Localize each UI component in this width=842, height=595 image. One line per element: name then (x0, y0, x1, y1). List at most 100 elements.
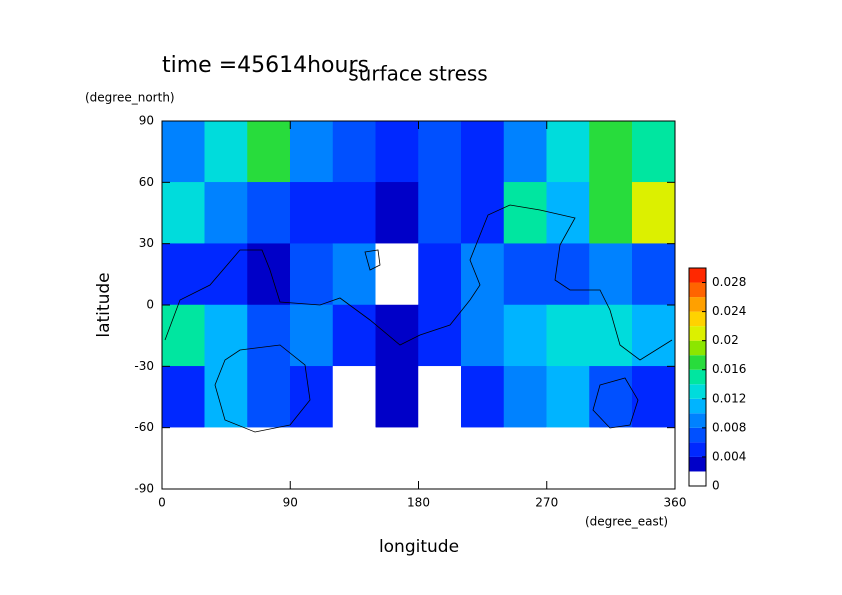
field-cell (161, 427, 205, 490)
field-cell (204, 366, 248, 428)
field-cell (332, 304, 376, 367)
colorbar-segment (689, 413, 706, 428)
field-cell (161, 182, 205, 244)
field-cell (247, 304, 291, 367)
colorbar-segment (689, 369, 706, 385)
field (161, 120, 676, 490)
coastline (164, 204, 673, 361)
colorbar-segment (689, 442, 706, 457)
chart-subtitle: time =45614hours (162, 53, 369, 78)
field-cell (332, 243, 376, 306)
field-cell (589, 427, 633, 490)
field-cell (503, 366, 547, 428)
field-cell (161, 366, 205, 428)
colorbar-segment (689, 340, 706, 356)
field-cell (375, 427, 419, 490)
x-tick-label: 90 (283, 496, 298, 510)
colorbar-segment (689, 456, 706, 472)
field-cell (375, 366, 419, 428)
y-axis-label: latitude (94, 272, 114, 337)
x-tick-label: 270 (535, 496, 558, 510)
field-cell (589, 243, 633, 306)
field-cell (546, 366, 590, 428)
field-cell (461, 366, 505, 428)
colorbar-segment (689, 355, 706, 370)
colorbar-tick-label: 0.012 (712, 391, 746, 405)
colorbar-segment (689, 297, 706, 312)
field-cell (290, 120, 334, 183)
field-cell (418, 120, 462, 183)
chart-title: surface stress (348, 62, 487, 86)
field-cell (632, 182, 676, 244)
field-cell (332, 366, 376, 428)
field-cell (204, 182, 248, 244)
field-cell (332, 120, 376, 183)
field-cell (332, 182, 376, 244)
field-cell (418, 427, 462, 490)
field-cell (461, 243, 505, 306)
x-tick-label: 180 (407, 496, 430, 510)
field-cell (247, 120, 291, 183)
field-cell (546, 243, 590, 306)
field-cell (503, 304, 547, 367)
field-cell (290, 366, 334, 428)
coastline (364, 249, 381, 271)
field-cell (546, 120, 590, 183)
field-cell (503, 182, 547, 244)
colorbar-segment (689, 427, 706, 443)
field-cell (546, 304, 590, 367)
x-tick-label: 360 (664, 496, 687, 510)
y-tick-label: 30 (139, 236, 154, 250)
field-cell (204, 427, 248, 490)
coastline (214, 344, 311, 433)
field-cell (161, 304, 205, 367)
field-cell (375, 304, 419, 367)
field-cell (461, 182, 505, 244)
field-cell (589, 304, 633, 367)
colorbar-tick-label: 0.008 (712, 420, 746, 434)
colorbar-segment (689, 282, 706, 298)
field-cell (503, 243, 547, 306)
x-tick-label: 0 (158, 496, 166, 510)
field-cell (632, 243, 676, 306)
colorbar-segment (689, 398, 706, 414)
field-cell (589, 120, 633, 183)
colorbar-tick-label: 0.028 (712, 275, 746, 289)
field-cell (632, 120, 676, 183)
field-cell (461, 304, 505, 367)
field-cell (418, 182, 462, 244)
colorbar-frame (688, 267, 707, 487)
field-cell (461, 427, 505, 490)
field-cell (546, 427, 590, 490)
field-cell (418, 243, 462, 306)
field-cell (332, 427, 376, 490)
y-tick-label: 60 (139, 175, 154, 189)
field-cell (290, 427, 334, 490)
field-cell (418, 366, 462, 428)
colorbar-tick-label: 0.016 (712, 362, 746, 376)
x-axis-label: longitude (379, 537, 459, 557)
y-tick-label: -30 (134, 359, 154, 373)
field-cell (247, 182, 291, 244)
field-cell (632, 427, 676, 490)
field-cell (204, 304, 248, 367)
field-cell (632, 366, 676, 428)
colorbar-tick-label: 0.02 (712, 333, 739, 347)
colorbar-tick-label: 0.004 (712, 449, 746, 463)
field-cell (375, 243, 419, 306)
field-cell (632, 304, 676, 367)
y-tick-label: -90 (134, 482, 154, 496)
field-cell (503, 120, 547, 183)
field-cell (204, 243, 248, 306)
colorbar-segment (689, 268, 706, 283)
field-cell (290, 304, 334, 367)
field-cell (418, 304, 462, 367)
field-cell (204, 120, 248, 183)
field-cell (161, 120, 205, 183)
field-cell (247, 366, 291, 428)
field-cell (290, 182, 334, 244)
coastlines (164, 204, 673, 433)
y-tick-label: -60 (134, 420, 154, 434)
field-cell (247, 427, 291, 490)
